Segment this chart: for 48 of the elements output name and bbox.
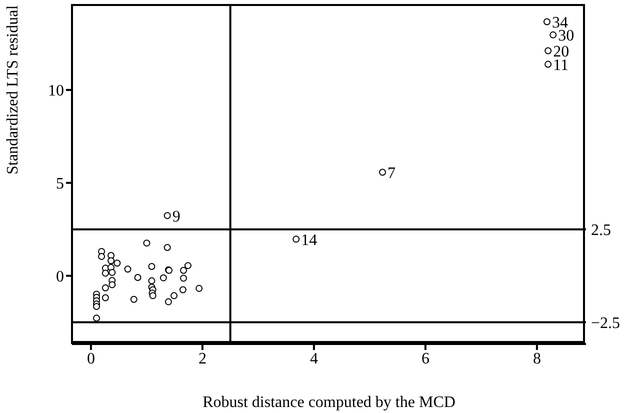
point [93,314,100,322]
ref-line-label: 2.5 [591,222,611,240]
y-tick-label: 5 [56,176,64,193]
point [102,294,109,302]
point [148,263,156,270]
point [143,240,150,247]
x-axis-title: Robust distance computed by the MCD [202,394,456,411]
point [164,298,172,306]
point [130,296,138,303]
point [148,277,156,284]
point [108,268,116,276]
point [180,274,187,282]
point [134,274,142,281]
point [102,270,109,277]
point [196,284,203,292]
point [544,60,552,68]
point [98,252,106,260]
point [170,292,178,300]
x-tick-label: 6 [421,350,430,368]
point [379,168,386,176]
point [164,212,171,220]
point [108,257,115,264]
annotation: 14 [301,232,318,249]
point [108,281,116,288]
point [180,266,187,274]
point [102,284,109,292]
y-tick-label: 10 [48,82,64,100]
point [550,31,557,38]
point [543,18,550,26]
annotation: 9 [172,208,180,226]
annotation: 30 [558,28,574,45]
point [164,244,171,252]
x-tick-label: 4 [310,350,318,368]
point [184,262,192,270]
annotation: 7 [388,164,396,182]
point [149,292,156,300]
y-axis-title: Standardized LTS residual [4,4,22,174]
point [114,260,121,267]
x-tick-label: 2 [198,350,206,368]
point [124,266,132,273]
point [292,236,300,243]
y-tick-label: 0 [56,268,64,286]
point [179,286,186,294]
ref-line-label: −2.5 [591,314,620,332]
point [160,274,167,282]
point [544,47,552,54]
x-tick-label: 8 [532,350,541,368]
x-tick-label: 0 [86,350,95,368]
